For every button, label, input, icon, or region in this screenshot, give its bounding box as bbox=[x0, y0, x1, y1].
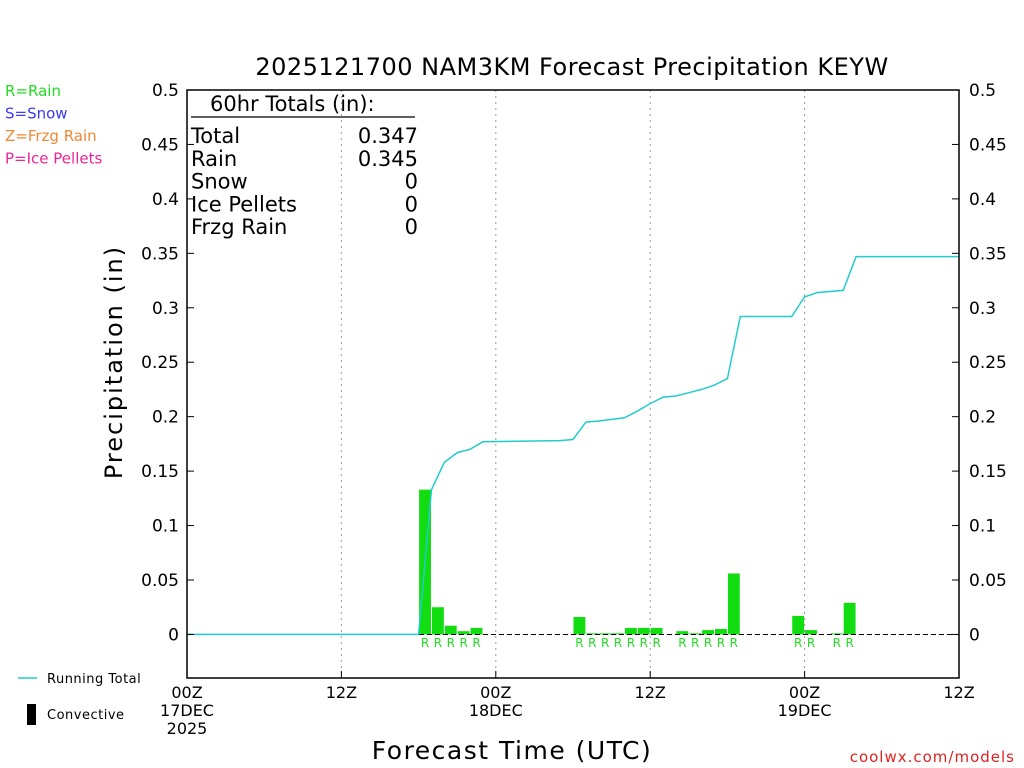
x-tick-label: 2025 bbox=[167, 719, 208, 738]
x-tick-label: 18DEC bbox=[469, 701, 523, 720]
totals-row-value: 0 bbox=[405, 192, 418, 216]
y-tick-label-left: 0.45 bbox=[141, 135, 179, 155]
y-tick-label-left: 0.5 bbox=[152, 81, 179, 101]
x-tick-label: 00Z bbox=[480, 683, 511, 702]
y-tick-label-right: 0.3 bbox=[969, 299, 996, 319]
y-tick-label-right: 0.05 bbox=[969, 571, 1007, 591]
precip-type-label: R bbox=[691, 636, 699, 650]
y-tick-label-right: 0.25 bbox=[969, 353, 1007, 373]
precip-type-label: R bbox=[833, 636, 841, 650]
precip-bar bbox=[599, 633, 612, 635]
x-tick-label: 17DEC bbox=[160, 701, 214, 720]
precip-bar bbox=[612, 633, 624, 635]
y-tick-label-right: 0.5 bbox=[969, 81, 996, 101]
y-tick-label-right: 0.1 bbox=[969, 517, 996, 537]
precip-bar bbox=[470, 627, 483, 635]
y-tick-label-left: 0.2 bbox=[152, 408, 179, 428]
precip-type-label: R bbox=[794, 636, 802, 650]
totals-row-label: Total bbox=[190, 124, 240, 148]
precip-type-label: R bbox=[717, 636, 725, 650]
chart-title: 2025121700 NAM3KM Forecast Precipitation… bbox=[255, 53, 888, 81]
x-tick-label: 00Z bbox=[789, 683, 820, 702]
y-axis-label: Precipitation (in) bbox=[100, 245, 128, 479]
y-tick-label-left: 0.4 bbox=[152, 190, 179, 210]
legend-type-entry: S=Snow bbox=[5, 105, 68, 123]
totals-row-label: Frzg Rain bbox=[191, 215, 287, 239]
legend-series-label: Convective bbox=[47, 708, 125, 723]
precip-type-label: R bbox=[459, 636, 467, 650]
precip-type-label: R bbox=[575, 636, 583, 650]
precip-bar bbox=[689, 633, 702, 635]
y-tick-label-left: 0.05 bbox=[141, 571, 179, 591]
precip-bar bbox=[573, 617, 586, 635]
y-tick-label-left: 0.3 bbox=[152, 299, 179, 319]
precip-bar bbox=[444, 625, 457, 635]
precip-type-label: R bbox=[421, 636, 429, 650]
y-tick-label-right: 0 bbox=[969, 625, 980, 645]
precip-bar bbox=[702, 630, 715, 635]
y-tick-label-right: 0.4 bbox=[969, 190, 996, 210]
precip-type-label: R bbox=[447, 636, 455, 650]
totals-row-label: Rain bbox=[191, 147, 237, 171]
y-tick-label-left: 0.15 bbox=[141, 462, 179, 482]
y-tick-label-left: 0.35 bbox=[141, 244, 179, 264]
precip-type-label: R bbox=[678, 636, 686, 650]
totals-row-label: Ice Pellets bbox=[191, 192, 297, 216]
precip-bar bbox=[805, 630, 817, 635]
x-tick-label: 12Z bbox=[635, 683, 666, 702]
precip-bar bbox=[676, 631, 689, 635]
precip-type-label: R bbox=[472, 636, 480, 650]
y-tick-label-left: 0.25 bbox=[141, 353, 179, 373]
precip-bar bbox=[586, 633, 599, 635]
x-axis-label: Forecast Time (UTC) bbox=[372, 736, 652, 765]
x-tick-label: 19DEC bbox=[778, 701, 832, 720]
credit-text: coolwx.com/models bbox=[850, 748, 1015, 766]
plot-area-border bbox=[186, 89, 960, 679]
legend-type-entry: Z=Frzg Rain bbox=[5, 127, 97, 145]
precip-type-label: R bbox=[627, 636, 635, 650]
precip-bar bbox=[830, 633, 843, 635]
totals-row-label: Snow bbox=[191, 170, 248, 194]
totals-row-value: 0 bbox=[405, 215, 418, 239]
totals-row-value: 0.347 bbox=[358, 124, 418, 148]
precip-type-label: R bbox=[614, 636, 622, 650]
precip-type-label: R bbox=[730, 636, 738, 650]
precip-bar bbox=[431, 607, 444, 635]
y-tick-label-left: 0.1 bbox=[152, 517, 179, 537]
precip-bar bbox=[843, 602, 856, 635]
totals-row-value: 0.345 bbox=[358, 147, 418, 171]
totals-heading: 60hr Totals (in): bbox=[210, 92, 375, 116]
precip-type-label: R bbox=[640, 636, 648, 650]
precip-bar bbox=[637, 627, 650, 635]
legend-type-entry: R=Rain bbox=[5, 82, 61, 100]
precip-type-label: R bbox=[807, 636, 815, 650]
precip-bar bbox=[457, 631, 470, 635]
precip-type-label: R bbox=[704, 636, 712, 650]
y-tick-label-right: 0.15 bbox=[969, 462, 1007, 482]
legend-series-label: Running Total bbox=[47, 672, 141, 687]
precip-bar bbox=[792, 615, 805, 635]
precip-bar bbox=[650, 627, 663, 635]
x-tick-label: 12Z bbox=[943, 683, 974, 702]
precip-bar bbox=[624, 627, 637, 635]
totals-row-value: 0 bbox=[405, 170, 418, 194]
precip-bar bbox=[715, 629, 727, 635]
x-tick-label: 12Z bbox=[326, 683, 357, 702]
legend-type-entry: P=Ice Pellets bbox=[5, 150, 102, 168]
precip-type-label: R bbox=[601, 636, 609, 650]
precip-type-label: R bbox=[845, 636, 853, 650]
y-tick-label-right: 0.2 bbox=[969, 408, 996, 428]
running-total-line bbox=[187, 255, 959, 636]
y-tick-label-right: 0.35 bbox=[969, 244, 1007, 264]
y-tick-label-right: 0.45 bbox=[969, 135, 1007, 155]
legend-bar-swatch bbox=[27, 704, 36, 725]
precip-type-label: R bbox=[652, 636, 660, 650]
precip-bar bbox=[727, 573, 740, 635]
y-tick-label-left: 0 bbox=[168, 625, 179, 645]
precip-type-label: R bbox=[434, 636, 442, 650]
precip-type-label: R bbox=[588, 636, 596, 650]
x-tick-label: 00Z bbox=[171, 683, 202, 702]
